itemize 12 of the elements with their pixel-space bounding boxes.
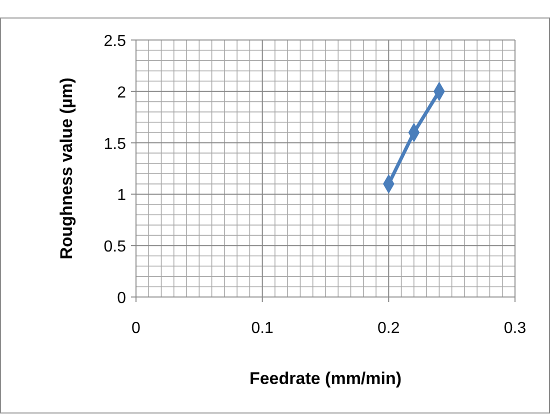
y-tick-label: 0 <box>117 290 126 307</box>
y-tick-label: 0.5 <box>104 238 126 256</box>
y-tick-label: 2 <box>117 84 126 102</box>
x-axis-title: Feedrate (mm/min) <box>249 369 402 388</box>
y-axis-title: Roughness value (µm) <box>57 78 76 260</box>
x-tick-label: 0.1 <box>251 320 274 337</box>
x-tick-label: 0 <box>132 320 141 337</box>
y-tick-label: 1 <box>117 187 126 204</box>
y-tick-label: 1.5 <box>104 136 126 153</box>
x-tick-label: 0.2 <box>378 320 400 337</box>
y-tick-label: 2.5 <box>104 33 126 50</box>
x-tick-label: 0.3 <box>504 320 526 337</box>
